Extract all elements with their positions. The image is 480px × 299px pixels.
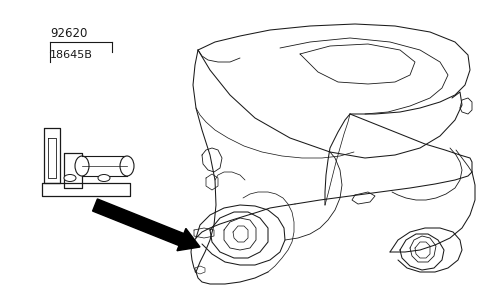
Polygon shape: [93, 199, 184, 245]
Ellipse shape: [75, 156, 89, 176]
Text: 18645B: 18645B: [50, 50, 93, 60]
Polygon shape: [177, 228, 200, 251]
Text: 92620: 92620: [50, 27, 87, 40]
Ellipse shape: [120, 156, 134, 176]
Ellipse shape: [64, 175, 76, 181]
Ellipse shape: [98, 175, 110, 181]
